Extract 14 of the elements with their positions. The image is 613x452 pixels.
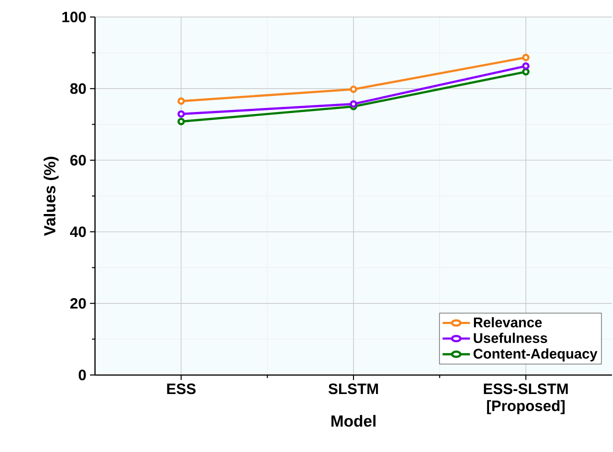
y-tick-label: 0 <box>78 370 86 380</box>
y-tick-label: 40 <box>70 226 86 238</box>
y-tick-label: 80 <box>70 83 86 94</box>
y-tick-label: 60 <box>70 154 86 166</box>
x-tick-label: SLSTM <box>328 384 378 394</box>
x-tick-label: ESS <box>167 384 196 394</box>
x-tick-label: ESS-SLSTM [Proposed] <box>484 384 568 414</box>
y-axis-title: Values (%) <box>44 156 59 236</box>
y-tick-label: 100 <box>62 12 86 22</box>
legend-label: Content-Adequacy <box>474 348 598 362</box>
legend-label: Usefulness <box>474 332 548 344</box>
y-tick-label: 20 <box>70 298 86 309</box>
x-axis-title: Model <box>331 414 376 427</box>
legend-label: Relevance <box>474 317 542 328</box>
